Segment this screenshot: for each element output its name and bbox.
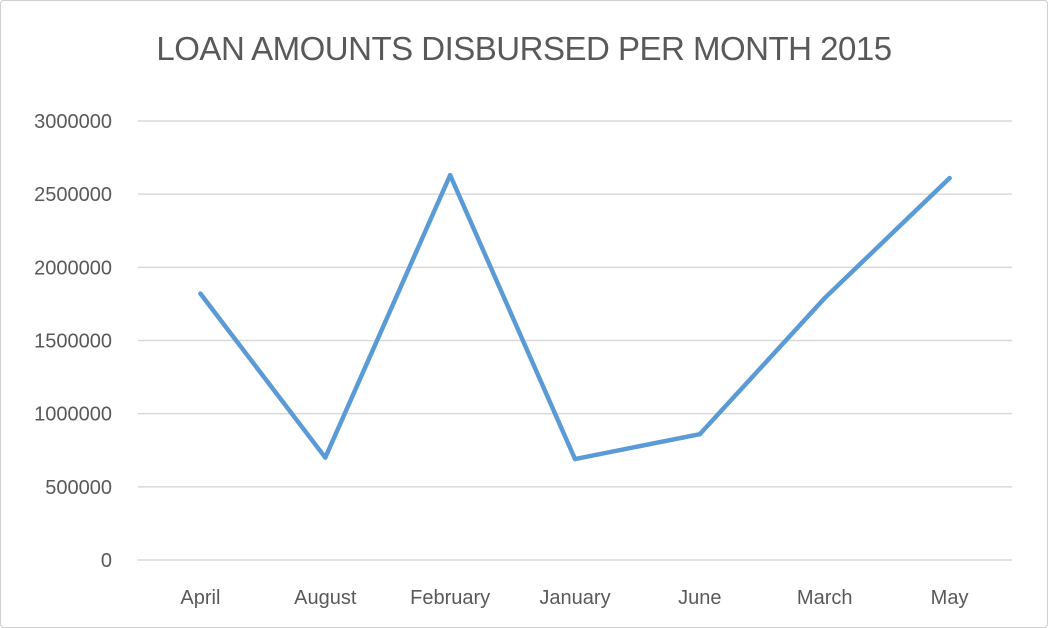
x-tick-label-may: May [931, 587, 969, 609]
y-tick-label: 2000000 [34, 257, 112, 279]
y-tick-label: 1500000 [34, 331, 112, 353]
y-axis-tick-labels: 0 500000 1000000 1500000 2000000 2500000 30000… [34, 111, 112, 572]
data-point-may [947, 175, 952, 181]
x-tick-label-january: January [539, 587, 610, 609]
data-point-january [572, 456, 578, 462]
data-point-june [697, 431, 703, 437]
data-point-february [447, 172, 453, 178]
x-tick-label-august: August [294, 587, 357, 609]
y-tick-label: 3000000 [34, 111, 112, 133]
x-tick-label-june: June [678, 587, 721, 609]
data-point-august [323, 455, 328, 460]
series-layer [198, 172, 952, 462]
x-tick-label-april: April [180, 587, 220, 609]
chart-title: LOAN AMOUNTS DISBURSED PER MONTH 2015 [156, 30, 892, 67]
y-tick-label: 500000 [45, 477, 112, 499]
series-line-0 [198, 172, 952, 462]
x-axis-tick-labels: April August February January June March May [180, 587, 968, 609]
x-tick-label-march: March [797, 587, 853, 609]
y-tick-label: 1000000 [34, 404, 112, 426]
y-tick-label: 2500000 [34, 184, 112, 206]
x-tick-label-february: February [410, 587, 490, 609]
gridlines [138, 120, 1012, 561]
data-point-april [198, 291, 203, 296]
data-point-march [822, 295, 827, 301]
y-tick-label: 0 [101, 550, 112, 572]
